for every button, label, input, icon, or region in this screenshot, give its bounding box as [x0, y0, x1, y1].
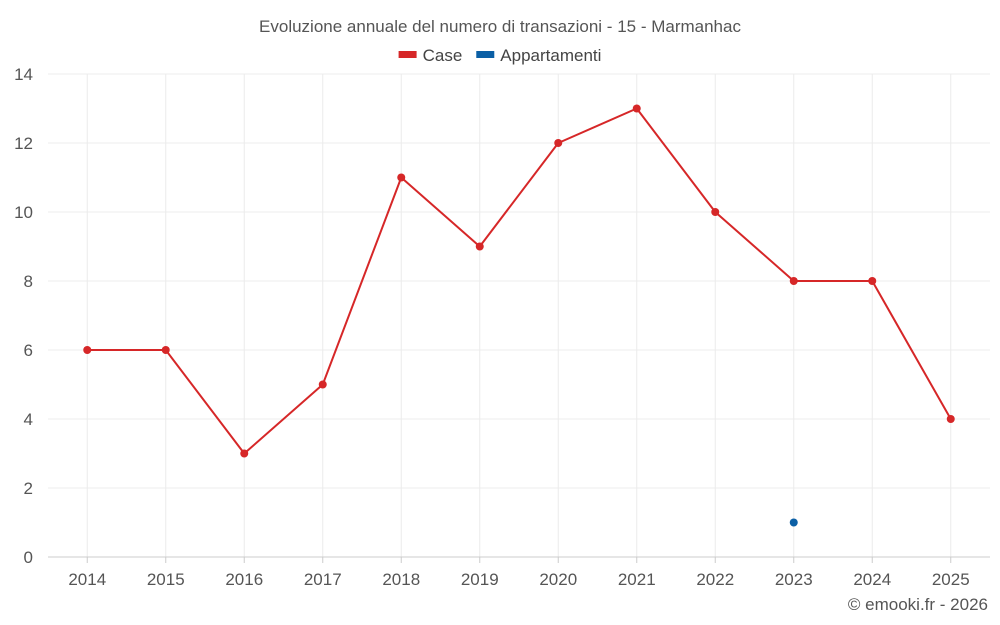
data-point-case	[318, 380, 327, 389]
x-tick-label: 2018	[382, 570, 420, 589]
series-layer	[83, 104, 955, 527]
legend-label: Appartamenti	[500, 46, 601, 65]
legend-label: Case	[423, 46, 463, 65]
x-tick-label: 2016	[225, 570, 263, 589]
y-tick-label: 10	[14, 203, 33, 222]
x-tick-label: 2022	[696, 570, 734, 589]
data-point-case	[868, 277, 877, 285]
x-tick-label: 2015	[147, 570, 185, 589]
y-tick-label: 0	[24, 548, 33, 567]
x-tick-label: 2023	[775, 570, 813, 589]
data-point-case	[554, 139, 563, 147]
y-tick-label: 12	[14, 134, 33, 153]
x-tick-label: 2017	[304, 570, 342, 589]
legend-item-appartamenti: Appartamenti	[476, 46, 601, 65]
data-point-case	[946, 415, 955, 423]
data-point-case	[240, 449, 249, 458]
y-tick-label: 6	[24, 341, 33, 360]
data-point-appartamenti	[789, 518, 798, 527]
legend-swatch	[476, 51, 495, 58]
data-point-case	[632, 104, 641, 113]
y-tick-label: 2	[24, 479, 33, 498]
x-tick-label: 2021	[618, 570, 656, 589]
legend-item-case: Case	[398, 46, 463, 65]
y-tick-label: 14	[14, 65, 33, 84]
x-tick-label: 2020	[539, 570, 577, 589]
y-tick-label: 8	[24, 272, 33, 291]
y-tick-label: 4	[24, 410, 33, 429]
series-line-case	[87, 107, 952, 455]
x-tick-label: 2025	[932, 570, 970, 589]
legend: Case Appartamenti	[398, 46, 601, 65]
grid	[48, 73, 990, 558]
data-point-case	[397, 173, 406, 182]
x-tick-label: 2019	[461, 570, 499, 589]
legend-swatch	[398, 51, 417, 58]
x-tick-label: 2024	[853, 570, 891, 589]
data-point-case	[161, 346, 170, 354]
data-point-case	[475, 242, 484, 251]
chart-title: Evoluzione annuale del numero di transaz…	[259, 17, 741, 36]
data-point-case	[789, 277, 798, 285]
data-point-case	[83, 346, 92, 354]
x-tick-label: 2014	[68, 570, 106, 589]
axes: 0 2 4 6 8 10 12 14 2014 2015 2016 2017 2018 2019 2020 2…	[14, 65, 990, 589]
data-point-case	[711, 208, 720, 216]
credit-text: © emooki.fr - 2026	[848, 595, 988, 614]
